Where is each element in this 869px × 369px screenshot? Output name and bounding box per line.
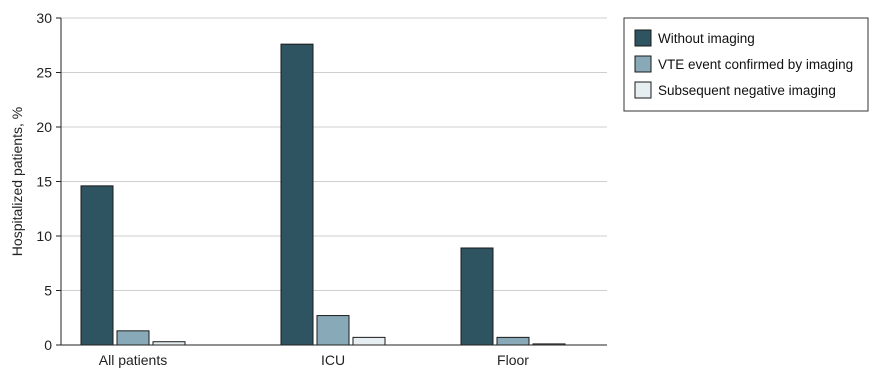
bar-icu-series-3: [352, 336, 386, 346]
bar-icu-series-1: [280, 43, 314, 346]
y-axis: 0 5 10 15 20 25 30: [36, 10, 62, 353]
legend-swatch: [634, 55, 652, 73]
x-axis: All patients ICU Floor: [61, 344, 607, 368]
gridlines: [61, 17, 607, 291]
legend-swatch: [634, 29, 652, 47]
legend-swatch: [634, 81, 652, 99]
x-tick-label: All patients: [99, 352, 167, 368]
x-tick-label: Floor: [497, 352, 529, 368]
legend-label: Without imaging: [658, 31, 755, 46]
bar-all-patients-series-2: [116, 330, 150, 346]
y-tick-label: 30: [36, 10, 52, 26]
x-tick-label: ICU: [321, 352, 345, 368]
bars: [80, 43, 566, 346]
y-tick-label: 5: [44, 283, 52, 299]
bar-icu-series-2: [316, 315, 350, 346]
legend: Without imaging VTE event confirmed by im…: [623, 17, 869, 112]
y-axis-title: Hospitalized patients, %: [9, 107, 25, 256]
y-tick-label: 15: [36, 174, 52, 190]
y-tick-label: 0: [44, 337, 52, 353]
bar-floor-series-1: [460, 247, 494, 346]
y-tick-label: 20: [36, 119, 52, 135]
legend-label: Subsequent negative imaging: [658, 83, 836, 98]
legend-box: [623, 17, 869, 112]
bar-all-patients-series-1: [80, 185, 114, 346]
y-tick-label: 25: [36, 65, 52, 81]
y-tick-label: 10: [36, 228, 52, 244]
bar-floor-series-2: [496, 336, 530, 346]
legend-label: VTE event confirmed by imaging: [658, 57, 853, 72]
